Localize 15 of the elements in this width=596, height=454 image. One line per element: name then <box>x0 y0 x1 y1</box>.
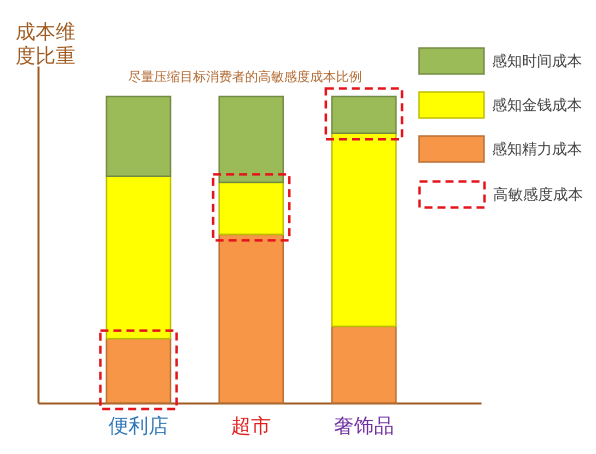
bar <box>106 175 172 340</box>
bar <box>331 132 397 328</box>
bar <box>218 96 284 184</box>
legend-label: 感知时间成本 <box>492 52 582 70</box>
bar <box>218 234 284 404</box>
x-tick-label: 便利店 <box>108 414 168 438</box>
x-tick-label: 超市 <box>231 414 272 438</box>
text: 高敏感度成本 <box>493 186 583 204</box>
bar <box>331 326 397 404</box>
y-axis-title: 成本维度比重 <box>16 20 76 68</box>
legend-label: 感知金钱成本 <box>492 96 582 114</box>
chart-title: 尽量压缩目标消费者的高敏感度成本比例 <box>128 69 362 85</box>
bar <box>106 96 172 177</box>
legend-label: 感知精力成本 <box>492 140 582 158</box>
x-tick-label: 奢饰品 <box>334 414 394 438</box>
